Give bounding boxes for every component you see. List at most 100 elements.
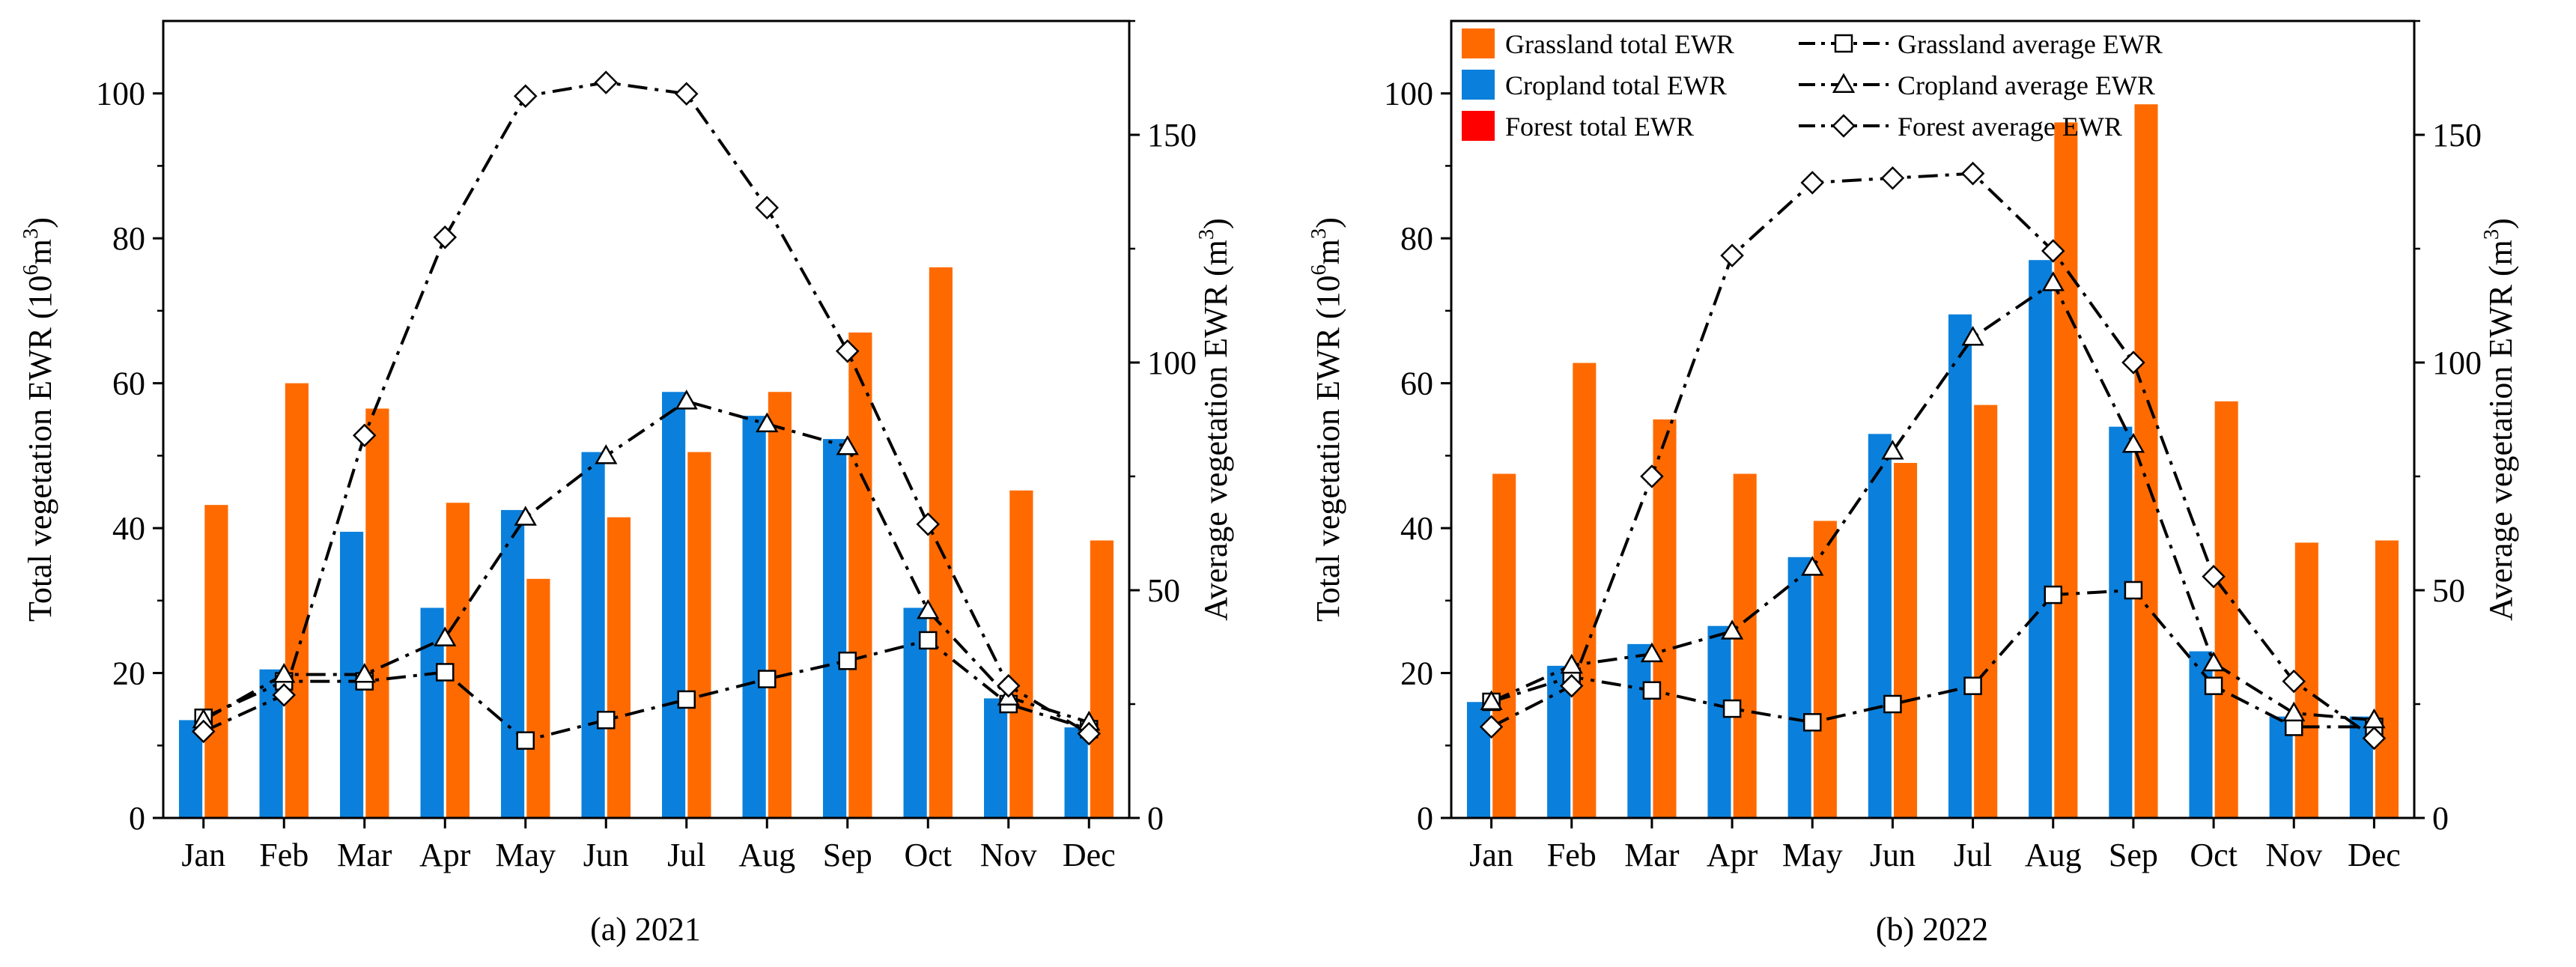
point-forest-average-ewr-nov <box>2282 669 2306 694</box>
bar-grassland-total-ewr-jan <box>204 505 228 818</box>
point-cropland-average-ewr-apr <box>434 626 457 646</box>
x-tick-label-jul: Jul <box>667 837 705 873</box>
point-forest-average-ewr-sep <box>2121 351 2145 375</box>
bar-grassland-total-ewr-feb <box>1573 363 1597 818</box>
x-tick-label-sep: Sep <box>2109 837 2158 873</box>
bar-cropland-total-ewr-aug <box>742 416 766 818</box>
bar-grassland-total-ewr-jun <box>1893 463 1918 818</box>
bar-grassland-total-ewr-mar <box>1653 419 1677 818</box>
left-axis-title: Total vegetation EWR (106m3) <box>19 217 58 622</box>
point-forest-average-ewr-sep <box>835 339 860 363</box>
bar-cropland-total-ewr-jul <box>1948 314 1972 818</box>
point-forest-average-ewr-aug <box>755 195 780 220</box>
point-forest-average-ewr-feb <box>1559 673 1584 698</box>
point-forest-average-ewr-apr <box>433 225 458 249</box>
point-grassland-average-ewr-jul <box>1963 676 1982 695</box>
point-grassland-average-ewr-oct <box>2204 676 2223 695</box>
point-cropland-average-ewr-jan <box>1480 690 1503 710</box>
point-cropland-average-ewr-jul <box>1961 326 1984 346</box>
right-tick-label: 150 <box>1147 117 1197 154</box>
bar-cropland-total-ewr-aug <box>2029 260 2053 818</box>
point-cropland-average-ewr-jun <box>1881 440 1904 460</box>
x-tick-label-apr: Apr <box>419 837 471 873</box>
x-tick-label-may: May <box>1782 837 1843 873</box>
point-grassland-average-ewr-jun <box>597 711 616 730</box>
point-grassland-average-ewr-jun <box>1883 694 1902 714</box>
point-forest-average-ewr-jun <box>1880 166 1905 190</box>
right-tick-label: 150 <box>2432 117 2482 154</box>
bar-grassland-total-ewr-oct <box>929 267 953 818</box>
point-cropland-average-ewr-jul <box>675 389 698 410</box>
legend-label-grassland-average-ewr: Grassland average EWR <box>1898 29 2163 59</box>
bar-grassland-total-ewr-jan <box>1492 473 1516 818</box>
bar-cropland-total-ewr-nov <box>984 698 1008 818</box>
point-cropland-average-ewr-mar <box>353 662 376 683</box>
x-tick-label-nov: Nov <box>2265 837 2322 873</box>
point-cropland-average-ewr-mar <box>1640 642 1664 663</box>
left-axis-title: Total vegetation EWR (106m3) <box>1307 217 1346 622</box>
point-cropland-average-ewr-sep <box>2121 432 2145 453</box>
bar-cropland-total-ewr-jul <box>662 392 686 818</box>
point-cropland-average-ewr-feb <box>1560 653 1583 674</box>
line-forest-average-ewr <box>202 81 1090 736</box>
point-grassland-average-ewr-mar <box>1642 681 1662 700</box>
point-cropland-average-ewr-sep <box>836 434 859 455</box>
x-tick-label-dec: Dec <box>1063 837 1116 873</box>
left-tick-label: 20 <box>112 655 145 692</box>
x-tick-label-sep: Sep <box>823 837 872 873</box>
bar-cropland-total-ewr-may <box>501 509 525 818</box>
bar-grassland-total-ewr-jul <box>687 452 711 818</box>
bar-cropland-total-ewr-jun <box>1868 434 1892 818</box>
bar-grassland-total-ewr-apr <box>1733 473 1757 818</box>
point-forest-average-ewr-oct <box>916 512 941 536</box>
chart-panel-2022: 0 20 40 60 80 100 0 50 100 150 Jan Feb Mar Apr May Jun J… <box>1307 19 2519 948</box>
bar-grassland-total-ewr-may <box>526 578 550 818</box>
legend-label-forest-total-ewr: Forest total EWR <box>1505 112 1694 142</box>
point-cropland-average-ewr-jun <box>595 444 618 464</box>
point-cropland-average-ewr-may <box>1801 556 1824 576</box>
x-tick-label-aug: Aug <box>2025 837 2082 873</box>
x-tick-label-jan: Jan <box>1469 837 1513 873</box>
right-tick-label: 100 <box>1147 345 1197 381</box>
point-forest-average-ewr-jan <box>191 719 216 744</box>
x-tick-label-may: May <box>495 837 556 873</box>
bar-cropland-total-ewr-dec <box>1064 727 1088 818</box>
bar-grassland-total-ewr-jun <box>607 517 631 818</box>
bar-grassland-total-ewr-dec <box>1090 540 1114 818</box>
x-tick-label-oct: Oct <box>904 837 952 873</box>
point-forest-average-ewr-may <box>513 84 538 109</box>
left-tick-label: 0 <box>1417 800 1433 837</box>
bar-grassland-total-ewr-feb <box>285 383 309 818</box>
point-forest-average-ewr-jul <box>1960 161 1985 186</box>
bar-cropland-total-ewr-may <box>1787 557 1811 818</box>
left-tick-label: 20 <box>1400 655 1433 692</box>
line-forest-average-ewr <box>1490 172 2375 740</box>
right-tick-label: 50 <box>2432 572 2465 609</box>
point-forest-average-ewr-feb <box>272 683 297 707</box>
point-forest-average-ewr-may <box>1800 171 1825 195</box>
right-tick-label: 0 <box>1147 800 1164 837</box>
left-tick-label: 60 <box>112 366 145 402</box>
x-tick-label-feb: Feb <box>1547 837 1597 873</box>
point-forest-average-ewr-oct <box>2202 564 2226 589</box>
point-grassland-average-ewr-may <box>1803 713 1822 732</box>
left-tick-label: 60 <box>1400 366 1433 402</box>
point-grassland-average-ewr-sep <box>838 651 857 670</box>
legend-label-cropland-average-ewr: Cropland average EWR <box>1898 70 2155 100</box>
legend-marker-grassland-average-ewr <box>1834 34 1853 53</box>
x-tick-label-oct: Oct <box>2190 837 2238 873</box>
point-cropland-average-ewr-aug <box>2041 271 2065 291</box>
bar-grassland-total-ewr-apr <box>446 503 470 818</box>
left-tick-label: 40 <box>1400 510 1433 547</box>
line-grassland-average-ewr <box>1490 588 2375 729</box>
point-cropland-average-ewr-apr <box>1720 619 1744 640</box>
line-cropland-average-ewr <box>1490 280 2375 722</box>
point-forest-average-ewr-jan <box>1479 715 1504 739</box>
point-forest-average-ewr-apr <box>1720 243 1744 267</box>
point-grassland-average-ewr-apr <box>436 663 455 682</box>
x-tick-label-aug: Aug <box>738 837 795 873</box>
bar-grassland-total-ewr-jul <box>1974 404 1998 818</box>
legend-marker-cropland-average-ewr <box>1832 73 1856 93</box>
legend-swatch-forest-total-ewr <box>1462 111 1495 141</box>
legend-label-forest-average-ewr: Forest average EWR <box>1898 112 2122 142</box>
